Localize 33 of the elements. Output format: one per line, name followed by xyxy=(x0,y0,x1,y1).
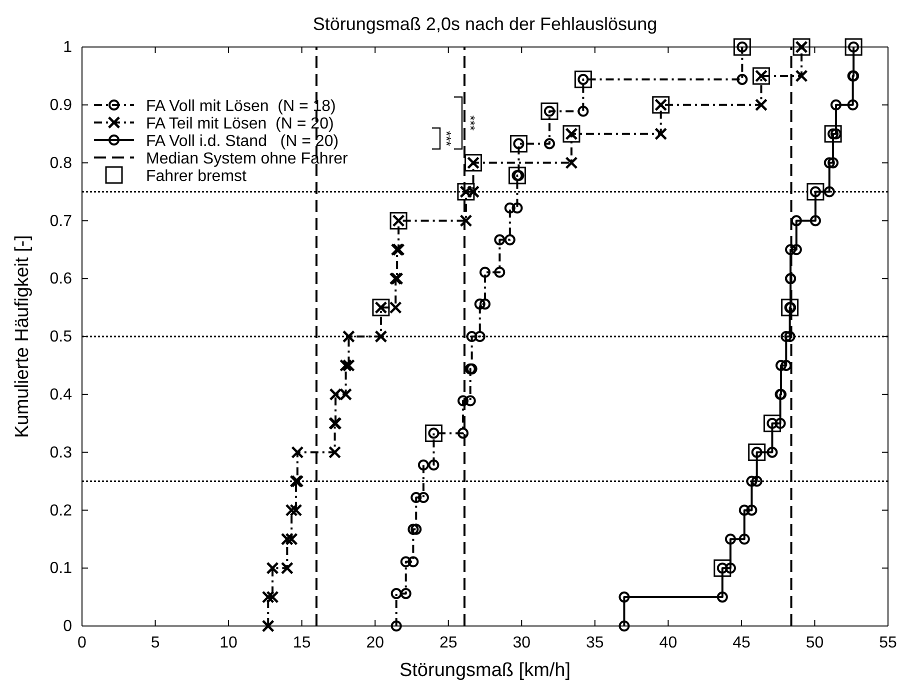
y-tick-label: 0.5 xyxy=(50,328,72,346)
x-tick-label: 10 xyxy=(220,634,238,652)
x-tick-label: 20 xyxy=(366,634,384,652)
y-tick-label: 0.2 xyxy=(50,502,72,520)
x-tick-label: 25 xyxy=(439,634,458,652)
x-tick-label: 55 xyxy=(879,634,897,652)
legend-label: FA Teil mit Lösen (N = 20) xyxy=(146,116,334,132)
x-tick-label: 15 xyxy=(292,634,311,652)
y-tick-label: 0.3 xyxy=(50,444,72,462)
y-tick-label: 0.1 xyxy=(50,560,72,578)
y-tick-label: 0.4 xyxy=(50,386,72,404)
legend-label: FA Voll i.d. Stand (N = 20) xyxy=(146,133,339,150)
x-tick-label: 5 xyxy=(150,634,160,652)
y-tick-label: 0 xyxy=(63,618,72,636)
x-tick-label: 50 xyxy=(806,634,824,652)
chart-title: Störungsmaß 2,0s nach der Fehlauslösung xyxy=(312,14,658,34)
legend-label: Fahrer bremst xyxy=(146,168,248,185)
annotation: *** xyxy=(439,130,454,146)
x-tick-label: 40 xyxy=(659,634,678,652)
x-tick-label: 35 xyxy=(586,634,604,652)
y-tick-label: 0.9 xyxy=(50,97,72,114)
legend-label: Median System ohne Fahrer xyxy=(146,150,349,168)
y-tick-label: 0.6 xyxy=(50,270,72,288)
x-tick-label: 0 xyxy=(78,634,87,652)
legend-label: FA Voll mit Lösen (N = 18) xyxy=(146,98,336,115)
x-tick-label: 45 xyxy=(732,634,750,652)
x-tick-label: 30 xyxy=(512,634,531,652)
x-axis-title: Störungsmaß [km/h] xyxy=(399,660,571,681)
y-tick-label: 0.7 xyxy=(50,212,72,230)
y-tick-label: 0.8 xyxy=(50,154,72,172)
annotation: *** xyxy=(463,115,478,131)
y-tick-label: 1 xyxy=(63,39,72,56)
y-axis-title: Kumulierte Häufigkeit [-] xyxy=(12,235,33,438)
